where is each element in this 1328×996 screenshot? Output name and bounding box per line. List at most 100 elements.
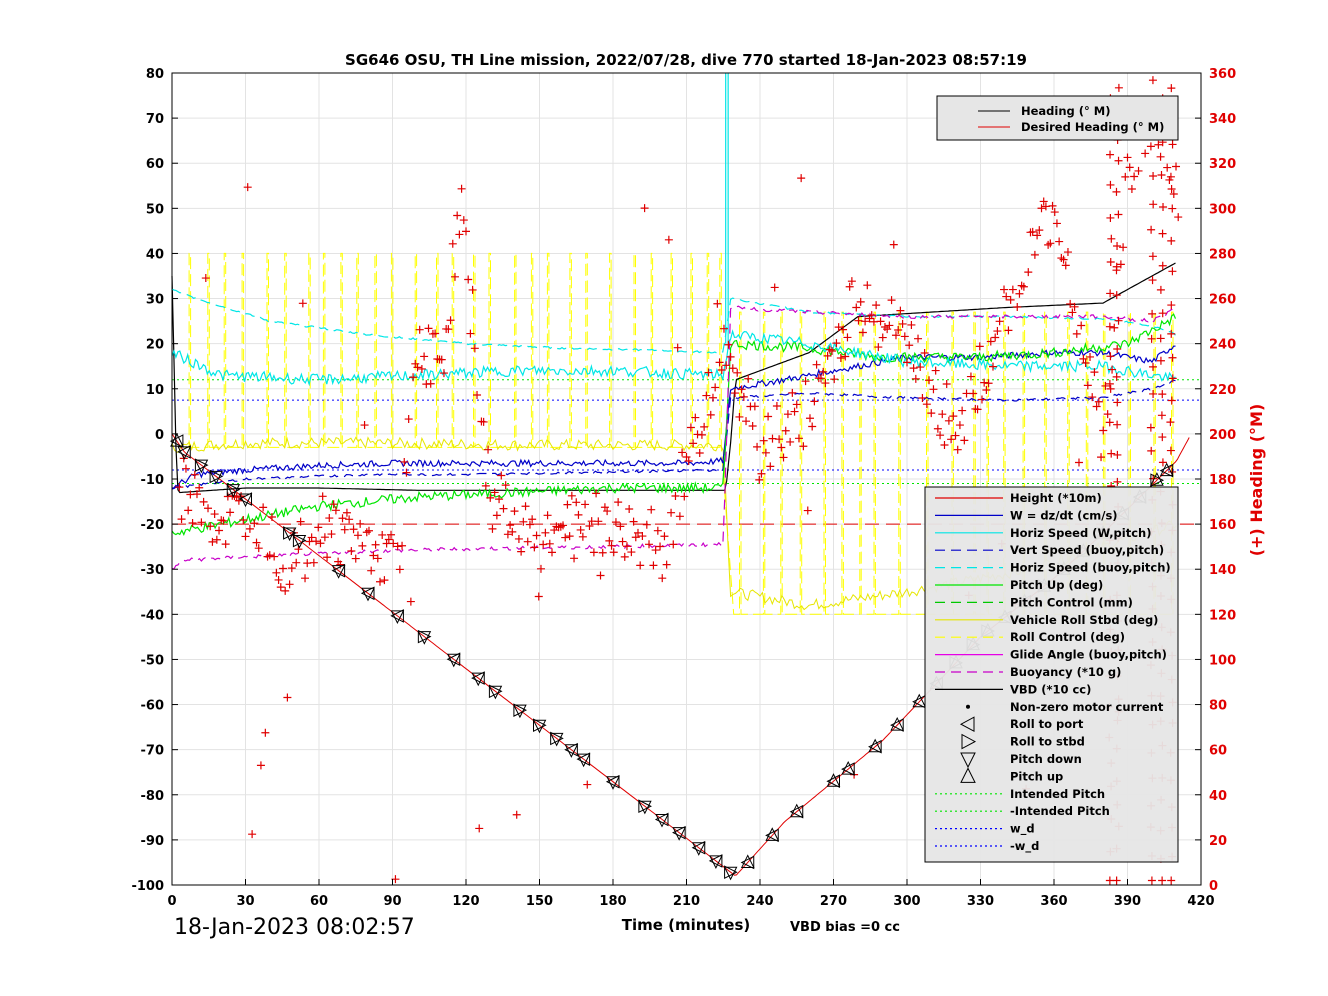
y-tick-label: -40: [141, 608, 165, 623]
heading-point: [519, 517, 528, 526]
y-tick-label: 0: [155, 428, 164, 443]
heading-point: [1147, 334, 1156, 343]
roll-stbd-marker: [638, 799, 652, 814]
heading-point: [234, 496, 243, 505]
heading-point: [210, 510, 219, 519]
y-tick-label: 80: [146, 67, 164, 82]
heading-point: [1167, 876, 1176, 885]
heading-point: [484, 445, 493, 454]
heading-point: [1000, 285, 1009, 294]
heading-point: [1097, 453, 1106, 462]
heading-point: [828, 347, 837, 356]
heading-point: [1147, 446, 1156, 455]
heading-point: [656, 542, 665, 551]
x-tick-label: 150: [526, 894, 553, 909]
heading-point: [700, 422, 709, 431]
heading-point: [1148, 309, 1157, 318]
heading-point: [788, 388, 797, 397]
heading-point: [777, 443, 786, 452]
heading-point: [960, 436, 969, 445]
right-tick-label: 20: [1209, 834, 1227, 849]
y-tick-label: -60: [141, 699, 165, 714]
heading-point: [733, 368, 742, 377]
heading-point: [984, 379, 993, 388]
heading-point: [607, 541, 616, 550]
heading-point: [755, 475, 764, 484]
heading-point: [501, 481, 510, 490]
heading-point: [446, 316, 455, 325]
heading-point: [1068, 308, 1077, 317]
x-tick-label: 90: [383, 894, 401, 909]
heading-point: [1028, 227, 1037, 236]
roll-port-marker: [826, 774, 840, 789]
heading-point: [1099, 426, 1108, 435]
roll-port-marker: [446, 652, 461, 667]
heading-point: [609, 548, 618, 557]
series-vbd-10-cc-: [171, 262, 1176, 494]
heading-point: [481, 481, 490, 490]
legend-top-box: [936, 95, 1179, 141]
heading-point: [1113, 450, 1122, 459]
heading-point: [611, 518, 620, 527]
series-w-dz-dt-cm-s-: [171, 345, 1176, 489]
heading-point: [184, 506, 193, 515]
heading-point: [470, 344, 479, 353]
heading-point: [1088, 393, 1097, 402]
heading-point: [453, 211, 462, 220]
heading-point: [1113, 477, 1122, 486]
heading-point: [285, 580, 294, 589]
heading-point: [274, 575, 283, 584]
heading-point: [398, 541, 407, 550]
legend-entry: Intended Pitch: [1010, 787, 1105, 801]
heading-point: [1006, 295, 1015, 304]
heading-point: [691, 413, 700, 422]
roll-port-marker: [868, 739, 882, 754]
heading-point: [980, 378, 989, 387]
roll-stbd-marker: [209, 469, 224, 484]
heading-point: [1146, 423, 1155, 432]
right-tick-label: 220: [1209, 383, 1236, 398]
roll-port-marker: [390, 609, 404, 623]
heading-point: [722, 361, 731, 370]
heading-point: [812, 360, 821, 369]
legend-entry: -Intended Pitch: [1010, 804, 1110, 818]
heading-point: [772, 401, 781, 410]
legend-swatch: [960, 752, 976, 769]
heading-point: [832, 339, 841, 348]
heading-point: [1119, 243, 1128, 252]
legend-entry: Pitch Control (mm): [1010, 595, 1133, 609]
y-tick-label: 40: [146, 247, 164, 262]
reference-lines: [172, 379, 1201, 525]
series-buoyancy-10-g-: [171, 305, 1177, 570]
roll-port-marker: [765, 828, 779, 843]
roll-stbd-marker: [513, 703, 528, 717]
heading-point: [631, 533, 640, 542]
heading-point: [329, 500, 338, 509]
heading-point: [975, 342, 984, 351]
heading-point: [1106, 289, 1115, 298]
heading-point: [1123, 153, 1132, 162]
heading-point: [543, 511, 552, 520]
heading-point: [903, 358, 911, 367]
y-tick-label: 10: [146, 383, 164, 398]
y-tick-label: 30: [146, 293, 164, 308]
heading-point: [750, 402, 759, 411]
heading-point: [1167, 301, 1176, 310]
heading-point: [885, 321, 894, 330]
heading-point: [272, 568, 281, 577]
heading-point: [400, 457, 409, 466]
heading-point: [1112, 187, 1121, 196]
heading-point: [215, 526, 224, 535]
x-tick-label: 0: [167, 894, 176, 909]
heading-point: [759, 436, 768, 445]
heading-point: [1121, 172, 1130, 181]
heading-point: [839, 325, 848, 334]
heading-point: [245, 524, 254, 533]
heading-point: [1037, 204, 1046, 213]
heading-point: [1094, 397, 1103, 406]
y-tick-label: -70: [141, 744, 165, 759]
heading-point: [616, 522, 625, 531]
heading-point: [1157, 171, 1166, 180]
heading-point: [201, 274, 210, 283]
heading-point: [911, 374, 920, 383]
